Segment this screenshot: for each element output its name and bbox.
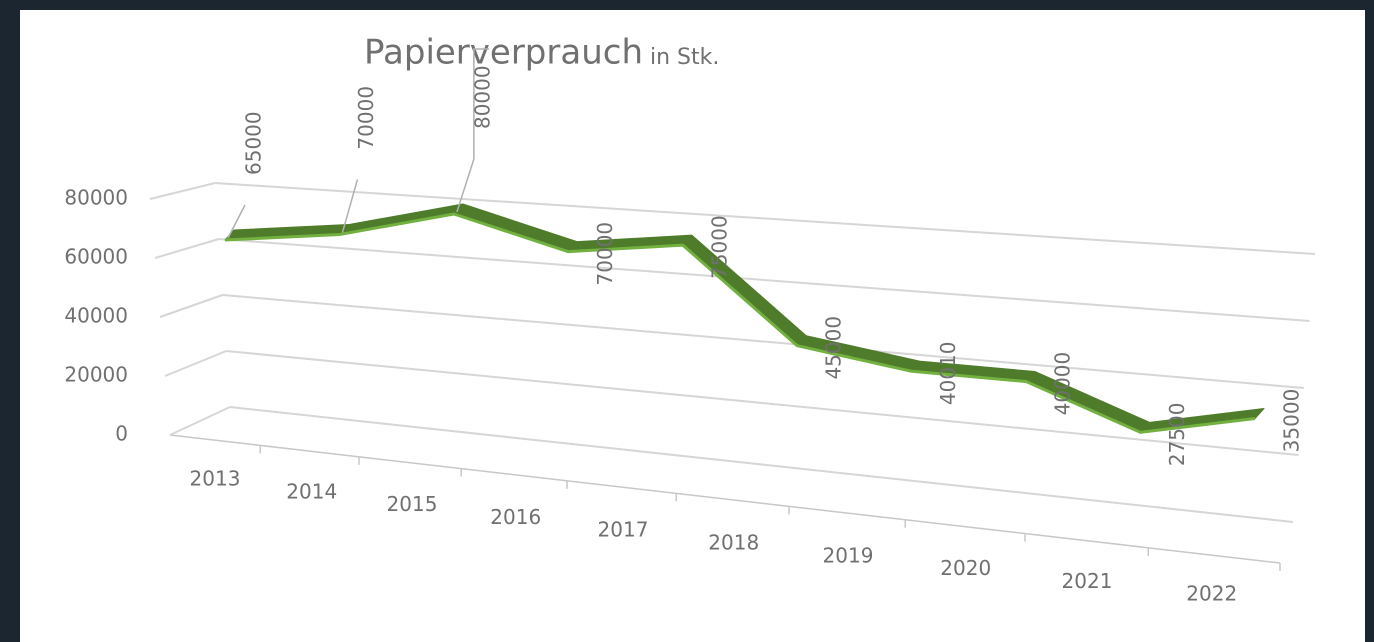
x-tick-label: 2022 (1186, 582, 1237, 606)
x-tick-label: 2017 (598, 518, 649, 542)
y-tick-label: 60000 (64, 245, 128, 269)
data-label: 70000 (354, 86, 378, 150)
side-grid-line (169, 406, 231, 436)
chart-title: Papierverprauch (364, 33, 643, 73)
side-grid-line (149, 182, 216, 200)
grid-line (218, 238, 1310, 322)
leader-line (227, 204, 246, 239)
data-label: 70000 (593, 222, 617, 286)
data-label: 40010 (936, 341, 960, 405)
data-label: 65000 (242, 111, 266, 175)
data-label: 75000 (707, 215, 731, 279)
x-tick-label: 2019 (823, 543, 874, 567)
leader-line (456, 158, 475, 213)
x-tick-label: 2013 (190, 467, 241, 491)
grid-line (222, 294, 1305, 389)
y-tick-label: 80000 (64, 186, 128, 210)
leader-line (341, 179, 359, 233)
x-tick-label: 2015 (387, 492, 438, 516)
x-tick-label: 2021 (1062, 569, 1113, 593)
floor-front-edge (169, 434, 1281, 564)
data-label: 80000 (470, 65, 494, 129)
y-tick-label: 20000 (64, 363, 128, 387)
y-tick-label: 0 (115, 422, 128, 446)
side-grid-line (159, 294, 223, 318)
data-label: 35000 (1280, 389, 1304, 453)
ribbon-edge (224, 212, 1256, 434)
side-grid-line (164, 350, 227, 377)
grid-line (226, 350, 1299, 456)
chart-area (20, 10, 1365, 642)
x-tick-label: 2016 (490, 505, 541, 529)
x-tick-label: 2020 (940, 556, 991, 580)
grid-line (214, 182, 1316, 255)
data-label: 45000 (822, 316, 846, 380)
side-grid-line (154, 238, 220, 259)
data-label: 27500 (1165, 403, 1189, 467)
leader-line (473, 48, 489, 159)
x-tick-label: 2018 (708, 531, 759, 555)
grid-line (229, 406, 1294, 523)
x-tick-label: 2014 (286, 479, 337, 503)
data-label: 40000 (1051, 352, 1075, 416)
chart-subtitle: in Stk. (650, 45, 719, 70)
y-tick-label: 40000 (64, 304, 128, 328)
